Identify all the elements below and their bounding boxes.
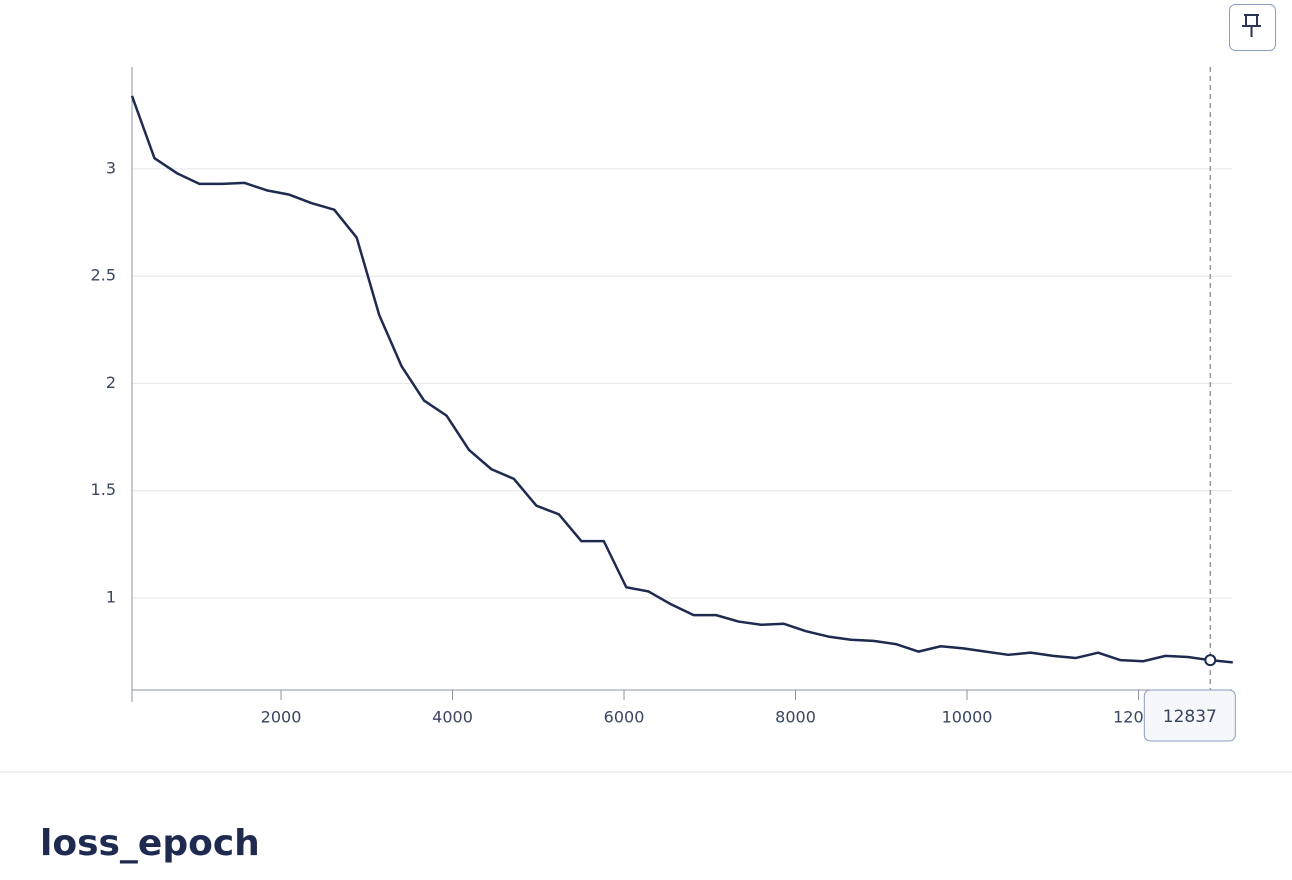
hover-tooltip-label: 12837	[1163, 707, 1217, 727]
chart-title: loss_epoch	[40, 823, 260, 864]
y-tick-label: 1	[106, 587, 116, 606]
pin-icon	[1242, 14, 1261, 37]
x-tick-label: 10000	[942, 708, 993, 727]
y-tick-label: 2.5	[91, 266, 116, 285]
loss-line	[130, 95, 1233, 664]
x-tick-label: 2000	[261, 708, 302, 727]
y-tick-label: 1.5	[91, 480, 116, 499]
y-tick-label: 2	[106, 373, 116, 392]
x-tick-label: 8000	[775, 708, 816, 727]
x-tick-label: 4000	[432, 708, 473, 727]
y-tick-label: 3	[106, 158, 116, 177]
hover-tooltip	[1143, 689, 1236, 742]
pin-button[interactable]	[1229, 4, 1276, 51]
x-tick-label: 6000	[604, 708, 645, 727]
hover-point	[1204, 654, 1217, 667]
